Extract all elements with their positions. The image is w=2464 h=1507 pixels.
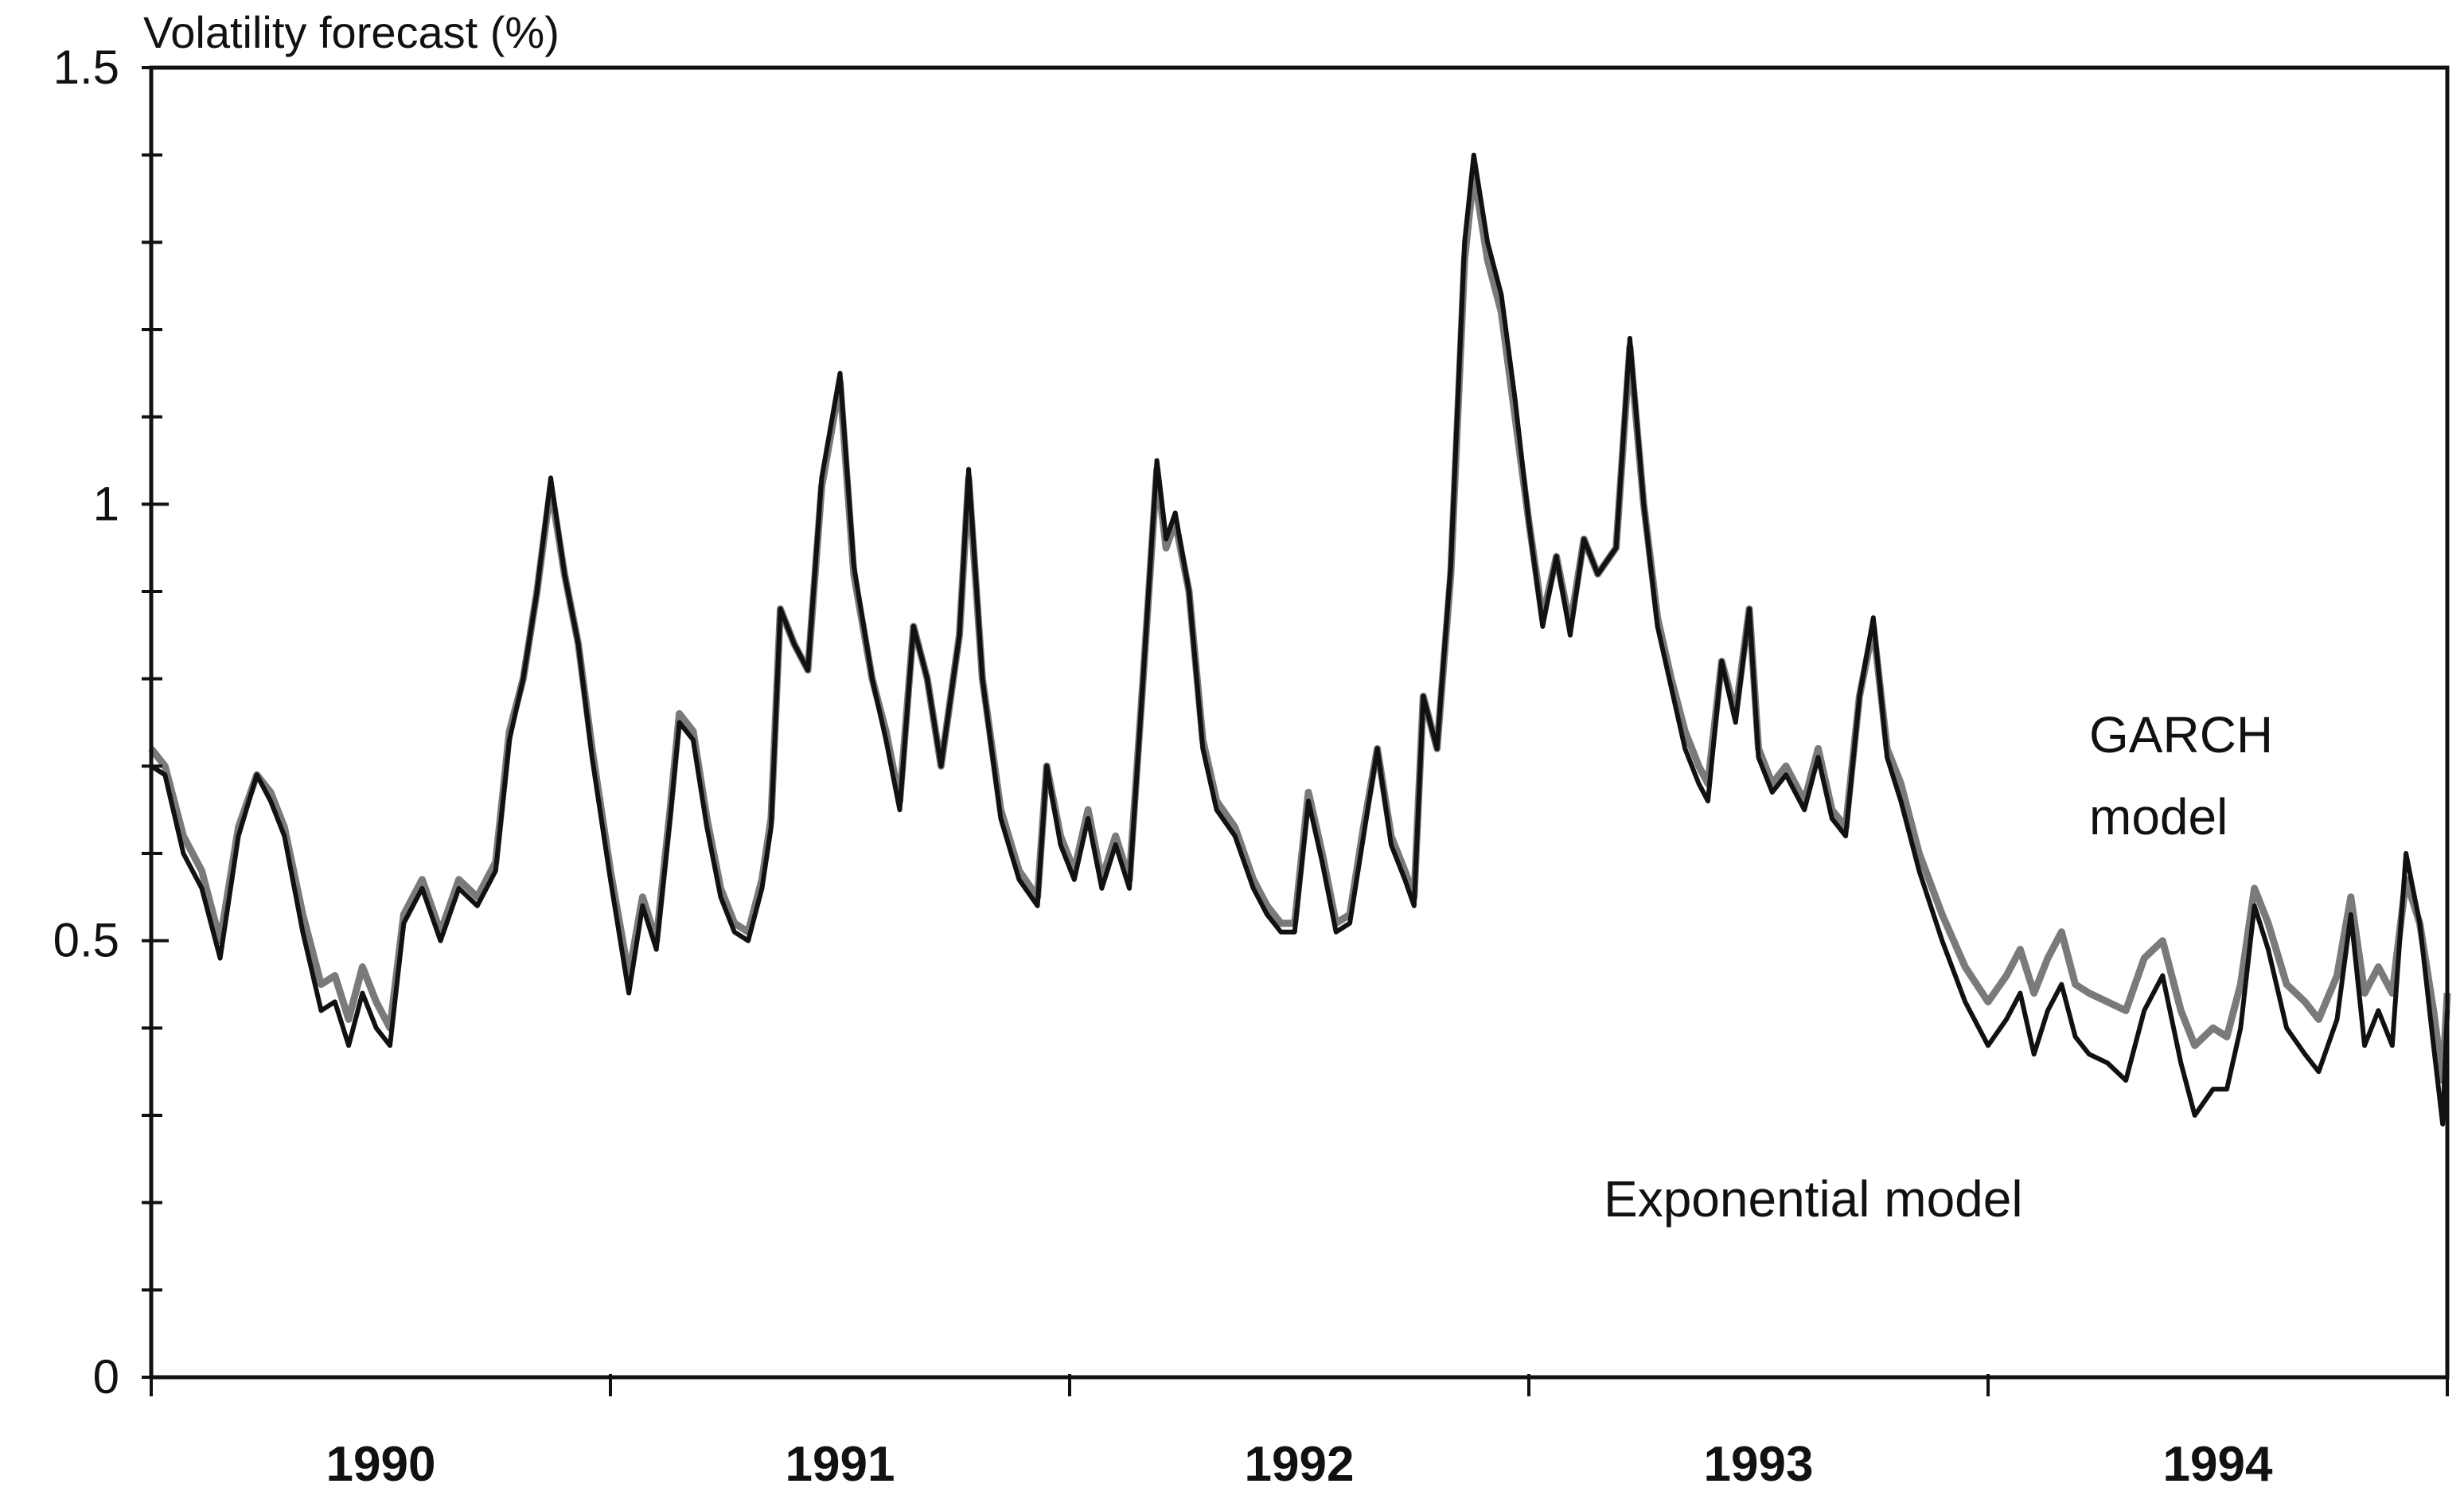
y-axis-ticks: 0 0.5 1 1.5 xyxy=(53,41,169,1404)
x-tick-label: 1991 xyxy=(786,1437,895,1492)
x-axis-ticks: 1990 1991 1992 1993 1994 xyxy=(150,1374,2449,1492)
y-tick-label: 1 xyxy=(93,477,119,530)
x-tick-label: 1990 xyxy=(326,1437,436,1492)
annotation-garch-line1: GARCH xyxy=(2089,706,2273,763)
series-layer xyxy=(148,152,2451,1126)
y-tick-label: 0.5 xyxy=(53,914,119,967)
y-tick-label: 1.5 xyxy=(53,41,119,94)
x-tick-label: 1992 xyxy=(1245,1437,1355,1492)
y-axis-label: Volatility forecast (%) xyxy=(143,7,559,57)
series-line-exponential xyxy=(150,152,2450,1126)
y-tick-label: 0 xyxy=(93,1350,119,1404)
plot-frame xyxy=(149,65,2450,1380)
annotation-garch-line2: model xyxy=(2089,788,2228,845)
x-tick-label: 1993 xyxy=(1704,1437,1814,1492)
annotation-exponential: Exponential model xyxy=(1604,1170,2023,1228)
x-tick-label: 1994 xyxy=(2163,1437,2273,1492)
